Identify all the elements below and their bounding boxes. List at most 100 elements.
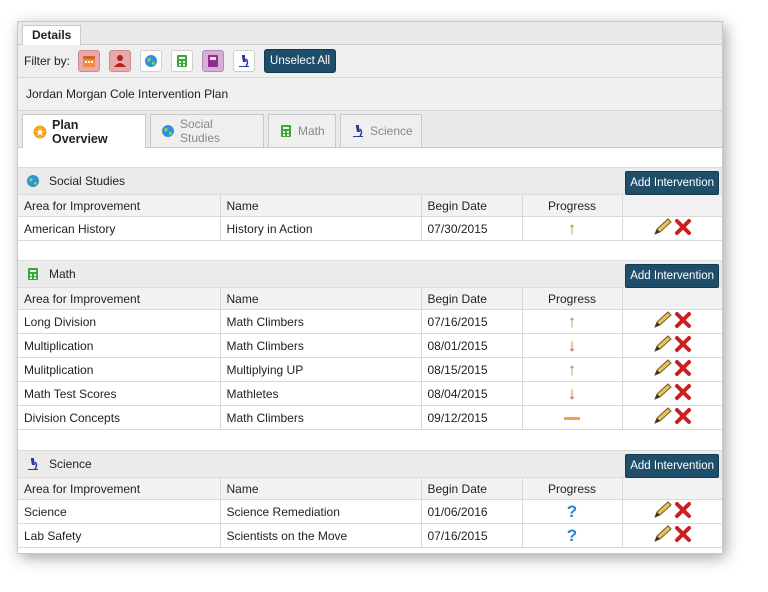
begin-cell: 08/15/2015 [421,357,523,382]
col-begin-header: Begin Date [421,195,523,217]
tab-math[interactable]: Math [268,114,336,147]
table-header-row: Area for Improvement Name Begin Date Pro… [18,195,722,217]
delete-icon[interactable] [674,525,692,543]
filter-globe-button[interactable] [140,50,163,72]
table-row[interactable]: Science Science Remediation 01/06/2016 ? [18,499,722,524]
pencil-icon[interactable] [653,311,673,329]
actions-cell [622,216,722,241]
details-tab[interactable]: Details [22,25,82,45]
col-actions-header [622,195,722,217]
tab-social-studies[interactable]: Social Studies [150,114,264,147]
col-progress-header: Progress [522,478,623,500]
actions-cell [622,357,722,382]
begin-cell: 09/12/2015 [421,405,523,430]
plan-tabs: Plan Overview Social Studies Math Scienc… [18,111,722,148]
col-name-header: Name [220,288,422,310]
section-math: Math Add Intervention Area for Improveme… [18,260,722,430]
delete-icon[interactable] [674,359,692,377]
delete-icon[interactable] [674,311,692,329]
table-row[interactable]: Multiplication Math Climbers 08/01/2015 … [18,333,722,358]
table-row[interactable]: Division Concepts Math Climbers 09/12/20… [18,405,722,430]
calculator-icon [28,268,38,280]
actions-cell [622,499,722,524]
pencil-icon[interactable] [653,218,673,236]
table-row[interactable]: Mulitplication Multiplying UP 08/15/2015… [18,357,722,382]
table-row[interactable]: Lab Safety Scientists on the Move 07/16/… [18,523,722,548]
plan-title: Jordan Morgan Cole Intervention Plan [18,78,722,111]
tab-label: Science [370,124,413,138]
begin-cell: 08/04/2015 [421,381,523,406]
progress-cell: ↓ [522,333,623,358]
area-cell: Long Division [18,309,221,334]
table-row[interactable]: American History History in Action 07/30… [18,216,722,241]
intervention-table: Area for Improvement Name Begin Date Pro… [18,478,722,548]
table-row[interactable]: Long Division Math Climbers 07/16/2015 ↑ [18,309,722,334]
pencil-icon[interactable] [653,383,673,401]
actions-cell [622,309,722,334]
col-area-header: Area for Improvement [18,478,221,500]
add-intervention-button[interactable]: Add Intervention [625,264,719,288]
arrow-up-icon: ↑ [567,311,577,331]
add-intervention-button[interactable]: Add Intervention [625,171,719,195]
area-cell: Multiplication [18,333,221,358]
actions-cell [622,405,722,430]
pencil-icon[interactable] [653,335,673,353]
question-icon: ? [566,525,578,545]
progress-cell: ? [522,499,623,524]
col-area-header: Area for Improvement [18,195,221,217]
star-icon [33,125,47,138]
microscope-icon [28,458,38,470]
name-cell: Scientists on the Move [220,523,422,548]
filter-book-button[interactable] [202,50,225,72]
name-cell: Math Climbers [220,405,422,430]
col-area-header: Area for Improvement [18,288,221,310]
delete-icon[interactable] [674,335,692,353]
actions-cell [622,523,722,548]
arrow-down-icon: ↓ [567,383,577,403]
pencil-icon[interactable] [653,525,673,543]
section-header: Science Add Intervention [18,450,722,478]
tab-plan-overview[interactable]: Plan Overview [22,114,146,148]
col-name-header: Name [220,478,422,500]
book-icon [208,55,219,67]
section-social-studies: Social Studies Add Intervention Area for… [18,167,722,241]
begin-cell: 07/30/2015 [421,216,523,241]
globe-icon [27,175,39,187]
filter-calculator-button[interactable] [171,50,194,72]
arrow-down-icon: ↓ [567,335,577,355]
col-actions-header [622,288,722,310]
tab-label: Plan Overview [52,117,108,146]
table-row[interactable]: Math Test Scores Mathletes 08/04/2015 ↓ [18,381,722,406]
name-cell: Science Remediation [220,499,422,524]
table-header-row: Area for Improvement Name Begin Date Pro… [18,288,722,310]
pencil-icon[interactable] [653,501,673,519]
col-progress-header: Progress [522,288,623,310]
intervention-plan-panel: Details Filter by: Unselect All Jordan M… [17,21,723,554]
pencil-icon[interactable] [653,359,673,377]
progress-cell: ? [522,523,623,548]
filter-calendar-button[interactable] [78,50,101,72]
progress-cell: ↑ [522,216,623,241]
col-actions-header [622,478,722,500]
tab-label: Social Studies [180,117,221,145]
question-icon: ? [566,501,578,521]
flat-dash-icon [564,416,580,420]
delete-icon[interactable] [674,501,692,519]
add-intervention-button[interactable]: Add Intervention [625,454,719,478]
filter-microscope-button[interactable] [233,50,256,72]
name-cell: Multiplying UP [220,357,422,382]
section-title: Science [49,457,92,471]
filter-label: Filter by: [24,54,71,68]
delete-icon[interactable] [674,407,692,425]
unselect-all-button[interactable]: Unselect All [264,49,337,73]
tab-science[interactable]: Science [340,114,422,147]
progress-cell: ↓ [522,381,623,406]
delete-icon[interactable] [674,218,692,236]
delete-icon[interactable] [674,383,692,401]
name-cell: Math Climbers [220,333,422,358]
filter-person-button[interactable] [109,50,132,72]
calendar-icon [83,56,96,67]
begin-cell: 08/01/2015 [421,333,523,358]
area-cell: Lab Safety [18,523,221,548]
pencil-icon[interactable] [653,407,673,425]
